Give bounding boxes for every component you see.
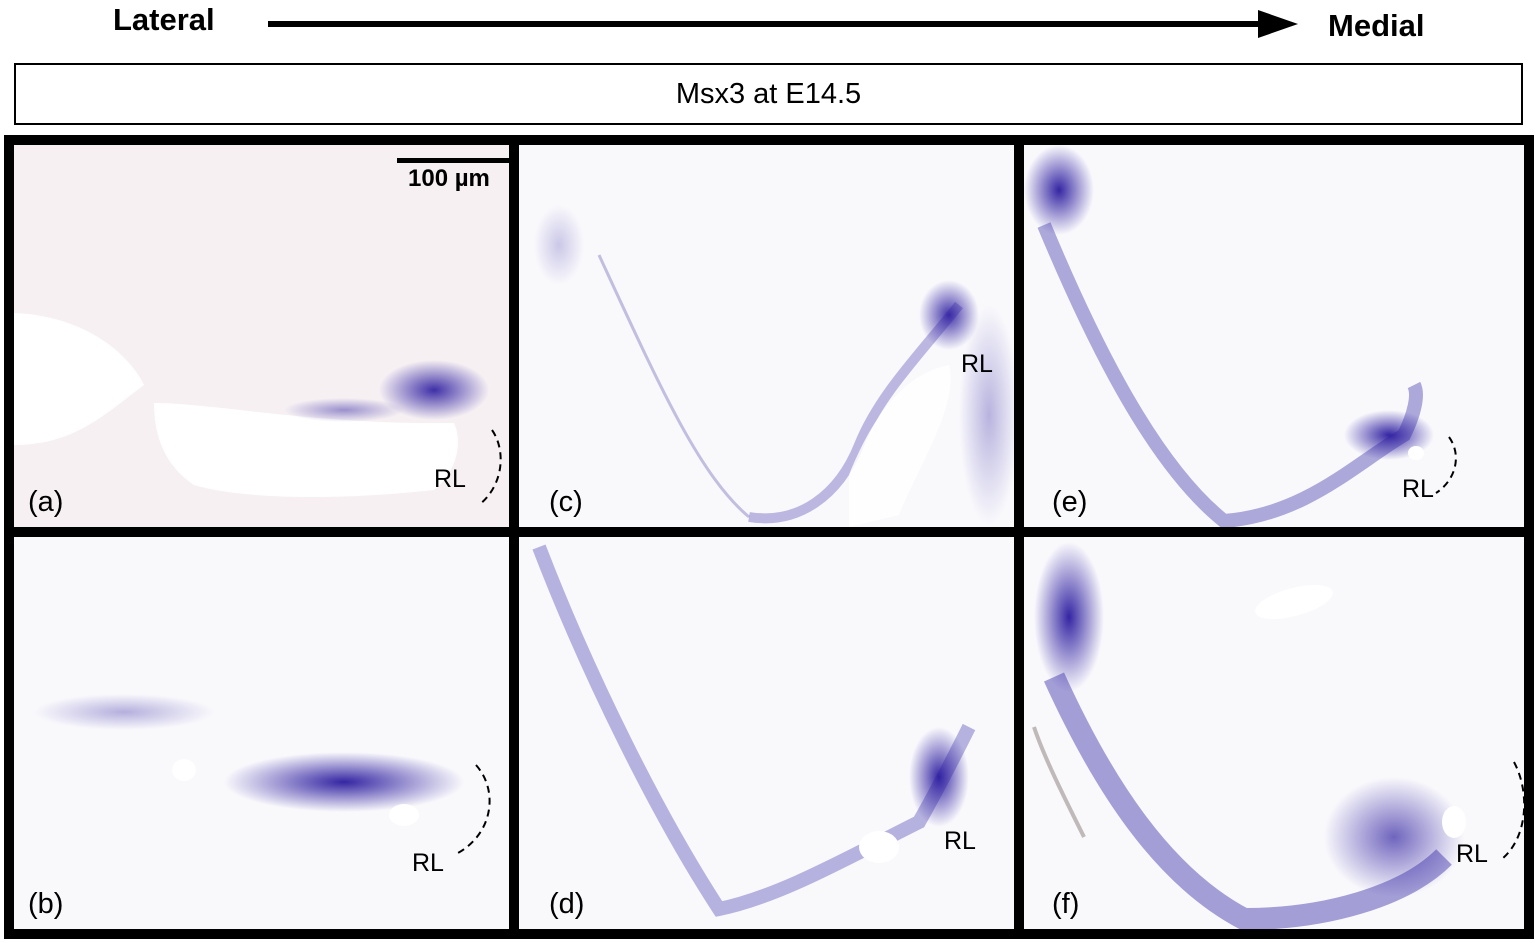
lateral-medial-arrow [268, 10, 1298, 38]
figure-title: Msx3 at E14.5 [14, 63, 1523, 125]
panel-grid: 100 µm RL (a) RL (b) [4, 135, 1534, 939]
rl-label-f: RL [1456, 840, 1488, 868]
lateral-label: Lateral [113, 2, 215, 37]
panel-d: RL (d) [519, 537, 1014, 929]
panel-letter-c: (c) [549, 486, 583, 518]
panel-b-image [14, 537, 509, 929]
panel-letter-b: (b) [28, 888, 64, 920]
panel-e: RL (e) [1024, 145, 1524, 527]
panel-f: RL (f) [1024, 537, 1524, 929]
panel-letter-d: (d) [549, 888, 585, 920]
panel-letter-f: (f) [1052, 888, 1080, 920]
panel-d-image [519, 537, 1014, 929]
rl-label-b: RL [412, 849, 444, 877]
rl-label-a: RL [434, 465, 466, 493]
panel-a: 100 µm RL (a) [14, 145, 509, 527]
rl-label-c: RL [961, 350, 993, 378]
panel-a-image [14, 145, 509, 527]
scale-bar [397, 158, 509, 163]
panel-f-image [1024, 537, 1524, 929]
panel-c: RL (c) [519, 145, 1014, 527]
rl-label-e: RL [1402, 475, 1434, 503]
panel-letter-a: (a) [28, 486, 64, 518]
scale-bar-label: 100 µm [408, 165, 490, 192]
panel-letter-e: (e) [1052, 486, 1088, 518]
panel-c-image [519, 145, 1014, 527]
panel-b: RL (b) [14, 537, 509, 929]
panel-e-image [1024, 145, 1524, 527]
medial-label: Medial [1328, 8, 1425, 43]
rl-label-d: RL [944, 827, 976, 855]
